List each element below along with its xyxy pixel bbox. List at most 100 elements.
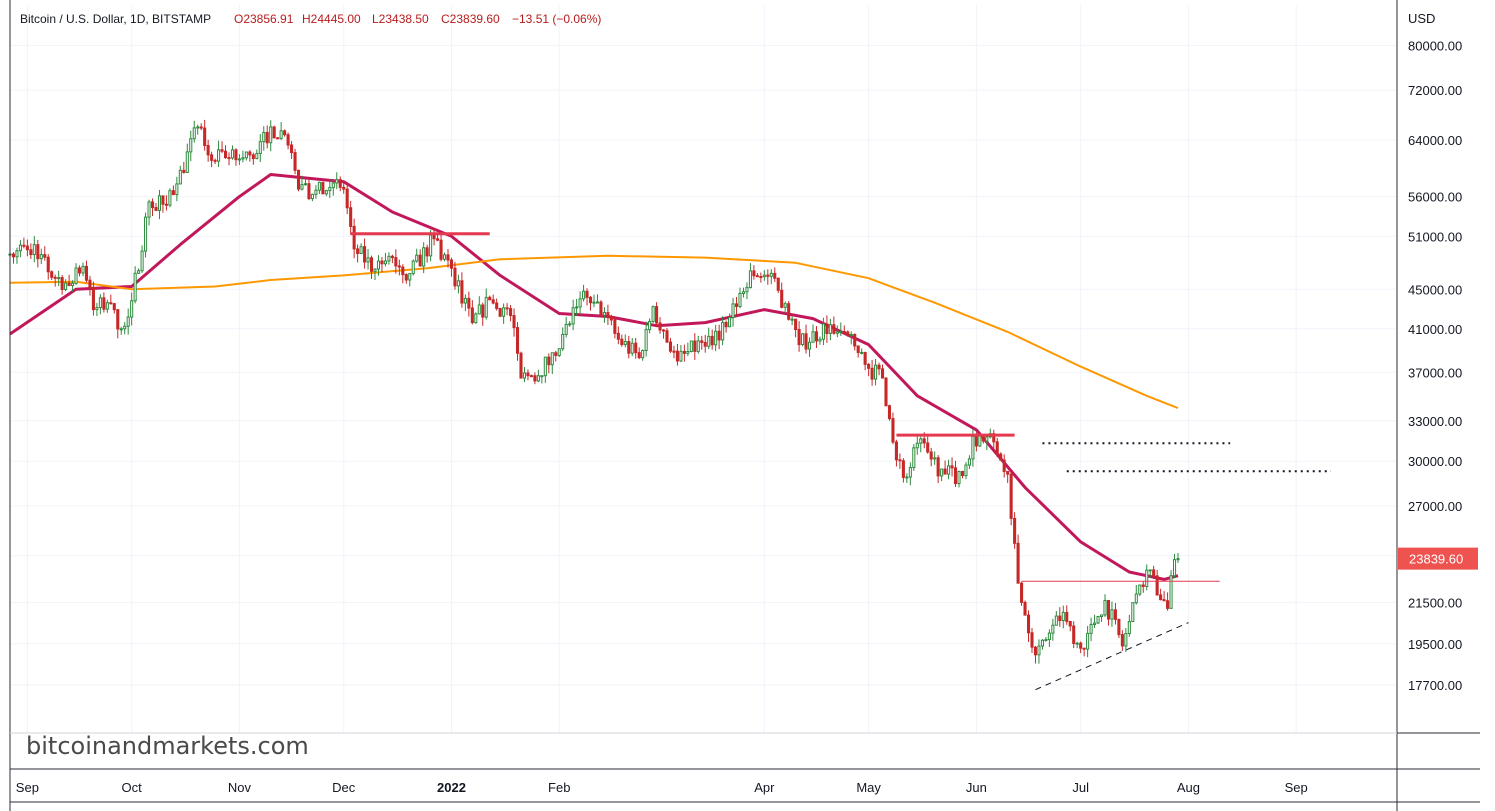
candle-body [1106,599,1111,620]
candle [717,324,721,350]
candle [644,321,648,357]
x-tick-label: May [856,780,881,795]
candle [144,212,148,258]
candle [175,176,179,202]
candle [1162,591,1166,602]
candle [397,259,401,276]
candle [721,316,725,346]
candle-body [627,341,631,354]
candle-body [310,193,314,200]
candle [543,356,547,383]
candle-body [317,181,321,191]
candle [498,307,502,318]
candle-body [64,282,68,290]
candle-body [533,375,537,382]
candle-body [185,151,189,173]
candle [442,252,447,262]
candle-body [801,333,805,346]
candle [495,298,499,311]
candle-body [1134,593,1138,604]
candle [731,297,735,327]
candle [1030,628,1034,654]
candle-body [241,157,245,160]
candle-body [1113,609,1117,620]
candle [985,435,989,451]
candle [536,369,540,383]
candle-body [894,441,898,461]
candle-body [522,372,527,379]
candle [738,287,742,309]
candle [310,193,314,202]
candle [220,141,224,154]
candle [227,152,231,166]
candle [585,288,589,306]
candle-body [150,201,155,209]
candle-body [929,451,933,460]
candle [547,353,551,374]
candle [874,358,878,386]
candle-body [721,321,725,341]
candle [724,320,728,333]
candle [877,362,881,376]
candle-body [595,301,600,304]
candle-body [734,303,739,307]
candle [206,139,210,162]
candle-body [415,254,419,262]
candle-body [300,184,304,190]
candle-body [376,260,381,270]
candle [303,178,308,186]
candle-body [974,435,978,447]
candle-body [568,323,572,326]
candle [255,149,259,160]
candle [262,126,266,151]
candle-body [915,442,919,449]
candle [189,130,193,162]
candle-body [773,272,777,279]
candle [860,348,864,355]
candle [1065,605,1069,625]
candle-body [672,350,676,353]
candle-body [22,244,26,247]
candle [230,145,235,160]
candle [943,460,947,475]
candle-body [335,179,339,184]
candle [39,248,43,265]
candle [502,303,506,324]
candle-body [272,126,276,139]
candle-body [651,306,655,322]
candle-body [359,246,363,254]
candle [1061,605,1065,629]
candle [15,247,19,264]
candle-body [936,457,940,477]
candle-body [588,296,593,304]
candle-body [846,331,850,336]
candle [324,189,328,197]
candle [474,312,478,324]
candle-body [1155,575,1159,596]
candle [1141,580,1145,593]
candle-body [839,331,843,334]
candle [794,318,798,338]
candle [665,327,669,344]
candle [408,273,412,287]
candle [18,240,22,258]
candle [300,175,304,191]
candle-body [39,254,43,260]
y-tick-label: 27000.00 [1408,499,1462,514]
moving-averages [9,173,1179,581]
candle-body [484,296,488,318]
candle-body [331,182,335,189]
candle-body [787,303,791,320]
candle-body [978,435,982,447]
candle [773,267,777,282]
candle [641,349,645,361]
candle [331,178,335,196]
candle-body [1009,473,1013,519]
candle [60,275,64,295]
candle [237,154,241,165]
candle [568,321,572,327]
candle-body [1037,645,1041,656]
candle-body [797,328,801,346]
candle [714,324,718,352]
